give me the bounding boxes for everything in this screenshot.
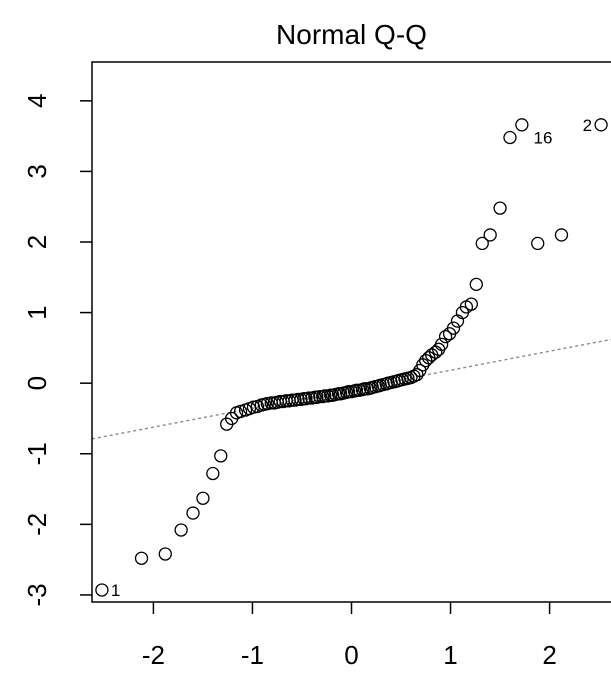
x-axis: -2 -1 0 1 2 <box>142 602 557 670</box>
data-point <box>483 228 497 242</box>
data-point <box>134 551 149 565</box>
data-point <box>291 392 305 407</box>
x-tick-label: 2 <box>542 640 556 670</box>
data-point <box>233 404 248 419</box>
y-tick-label: 0 <box>22 376 52 390</box>
data-point <box>531 236 545 251</box>
point-labels-layer: 1 16 2 <box>111 116 592 600</box>
data-point <box>174 523 188 537</box>
y-tick-label: -3 <box>22 583 52 606</box>
y-tick-label: 3 <box>22 164 52 178</box>
data-point <box>318 389 332 403</box>
data-point <box>438 329 453 344</box>
y-tick-label: 2 <box>22 235 52 249</box>
data-point <box>594 118 608 132</box>
data-point <box>475 236 489 251</box>
data-point <box>446 321 461 335</box>
points-layer <box>95 118 608 597</box>
data-point <box>554 228 569 242</box>
data-point <box>206 466 220 481</box>
y-tick-label: -1 <box>22 442 52 465</box>
data-point <box>493 201 507 215</box>
chart-title: Normal Q-Q <box>276 19 427 50</box>
data-point <box>95 583 109 597</box>
data-point <box>196 491 210 505</box>
data-point <box>158 547 172 561</box>
data-point <box>349 383 364 397</box>
x-tick-label: -2 <box>142 640 165 670</box>
point-label: 16 <box>534 129 553 148</box>
data-point <box>341 384 356 399</box>
data-point <box>515 118 529 132</box>
x-tick-label: 1 <box>443 640 457 670</box>
data-point <box>434 337 449 352</box>
x-tick-label: -1 <box>241 640 264 670</box>
y-axis: -3 -2 -1 0 1 2 3 4 <box>22 94 92 607</box>
plot-frame <box>91 61 611 603</box>
data-point <box>302 391 316 405</box>
point-label: 2 <box>583 116 592 135</box>
data-point <box>469 277 483 292</box>
data-point <box>214 449 228 463</box>
data-point <box>357 382 372 396</box>
data-point <box>313 389 327 404</box>
x-tick-label: 0 <box>344 640 358 670</box>
data-point <box>503 130 517 145</box>
y-tick-label: 4 <box>22 94 52 108</box>
y-tick-label: 1 <box>22 305 52 319</box>
data-point <box>464 297 478 311</box>
data-point <box>410 368 424 382</box>
point-label: 1 <box>111 581 120 600</box>
y-tick-label: -2 <box>22 513 52 536</box>
data-point <box>186 506 200 520</box>
